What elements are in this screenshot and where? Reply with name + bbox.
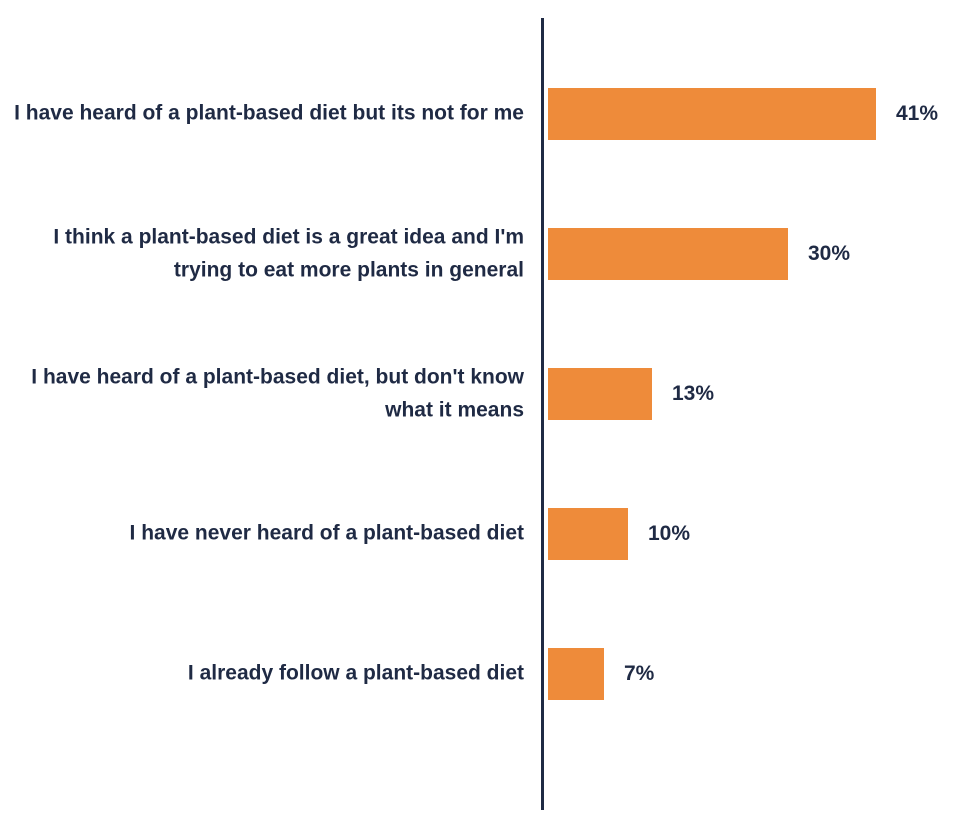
category-label: I have heard of a plant-based diet, but … [0,361,524,426]
value-label: 41% [896,102,938,126]
value-label: 13% [672,382,714,406]
bar [548,228,788,280]
category-label: I already follow a plant-based diet [0,658,524,691]
category-label: I have never heard of a plant-based diet [0,518,524,551]
bar [548,648,604,700]
bar-chart: I have heard of a plant-based diet but i… [0,0,974,827]
y-axis-line [541,18,544,810]
value-label: 30% [808,242,850,266]
category-label: I have heard of a plant-based diet but i… [0,98,524,131]
value-label: 7% [624,662,654,686]
category-label: I think a plant-based diet is a great id… [0,221,524,286]
value-label: 10% [648,522,690,546]
bar [548,368,652,420]
bar [548,508,628,560]
bar [548,88,876,140]
